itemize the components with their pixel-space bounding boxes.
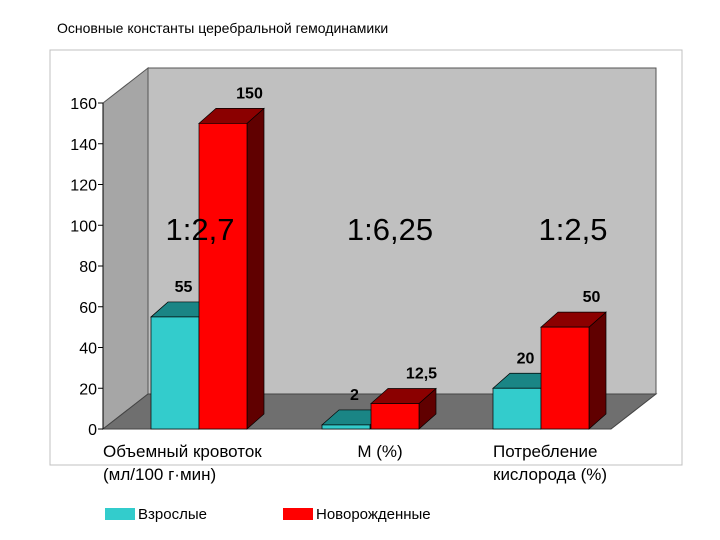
bar-newborns-1-front (198, 123, 248, 430)
bar-newborns-1 (198, 107, 265, 430)
bar-newborns-3-side (588, 311, 607, 430)
bar-adults-2-front (321, 424, 371, 430)
legend-swatch-newborns (283, 508, 313, 520)
legend-item-adults: Взрослые (105, 503, 207, 525)
x-category-label: кислорода (%) (493, 465, 607, 484)
y-tick-label: 160 (70, 96, 97, 113)
y-tick-label: 80 (79, 259, 97, 276)
bar-adults-2-data-label: 2 (350, 387, 359, 404)
bar-newborns-3 (540, 311, 607, 430)
y-tick-label: 140 (70, 137, 97, 154)
bar-newborns-3-data-label: 50 (583, 289, 601, 306)
legend-label-adults: Взрослые (138, 505, 207, 523)
bar-newborns-2 (370, 387, 437, 430)
legend-label-newborns: Новорожденные (316, 505, 431, 523)
bar-newborns-3-front (540, 326, 590, 430)
legend-swatch-adults (105, 508, 135, 520)
ratio-label-3: 1:2,5 (539, 212, 608, 247)
bar-newborns-1-data-label: 150 (236, 85, 263, 102)
legend-item-newborns: Новорожденные (283, 503, 431, 525)
x-category-label: (мл/100 г·мин) (103, 465, 216, 484)
bar-adults-1-front (150, 316, 200, 430)
y-tick-label: 20 (79, 381, 97, 398)
x-category-label: Потребление (493, 442, 598, 461)
chart-side-wall (102, 66, 149, 431)
y-tick-label: 120 (70, 178, 97, 195)
ratio-label-2: 1:6,25 (347, 212, 433, 247)
x-category-label: Объемный кровоток (103, 442, 262, 461)
ratio-label-1: 1:2,7 (166, 212, 235, 247)
bar-newborns-2-data-label: 12,5 (406, 366, 437, 383)
y-tick-label: 40 (79, 341, 97, 358)
x-category-label: М (%) (357, 442, 402, 461)
y-tick-label: 60 (79, 300, 97, 317)
chart-border (49, 49, 683, 466)
bar-adults-3-data-label: 20 (517, 350, 535, 367)
y-tick-label: 0 (88, 422, 97, 439)
bar-newborns-1-side (246, 107, 265, 430)
bar-adults-3-front (492, 387, 542, 430)
bar-adults-1-data-label: 55 (175, 279, 193, 296)
chart-title: Основные константы церебральной гемодина… (57, 20, 389, 36)
bar-newborns-2-front (370, 403, 420, 430)
y-tick-label: 100 (70, 218, 97, 235)
